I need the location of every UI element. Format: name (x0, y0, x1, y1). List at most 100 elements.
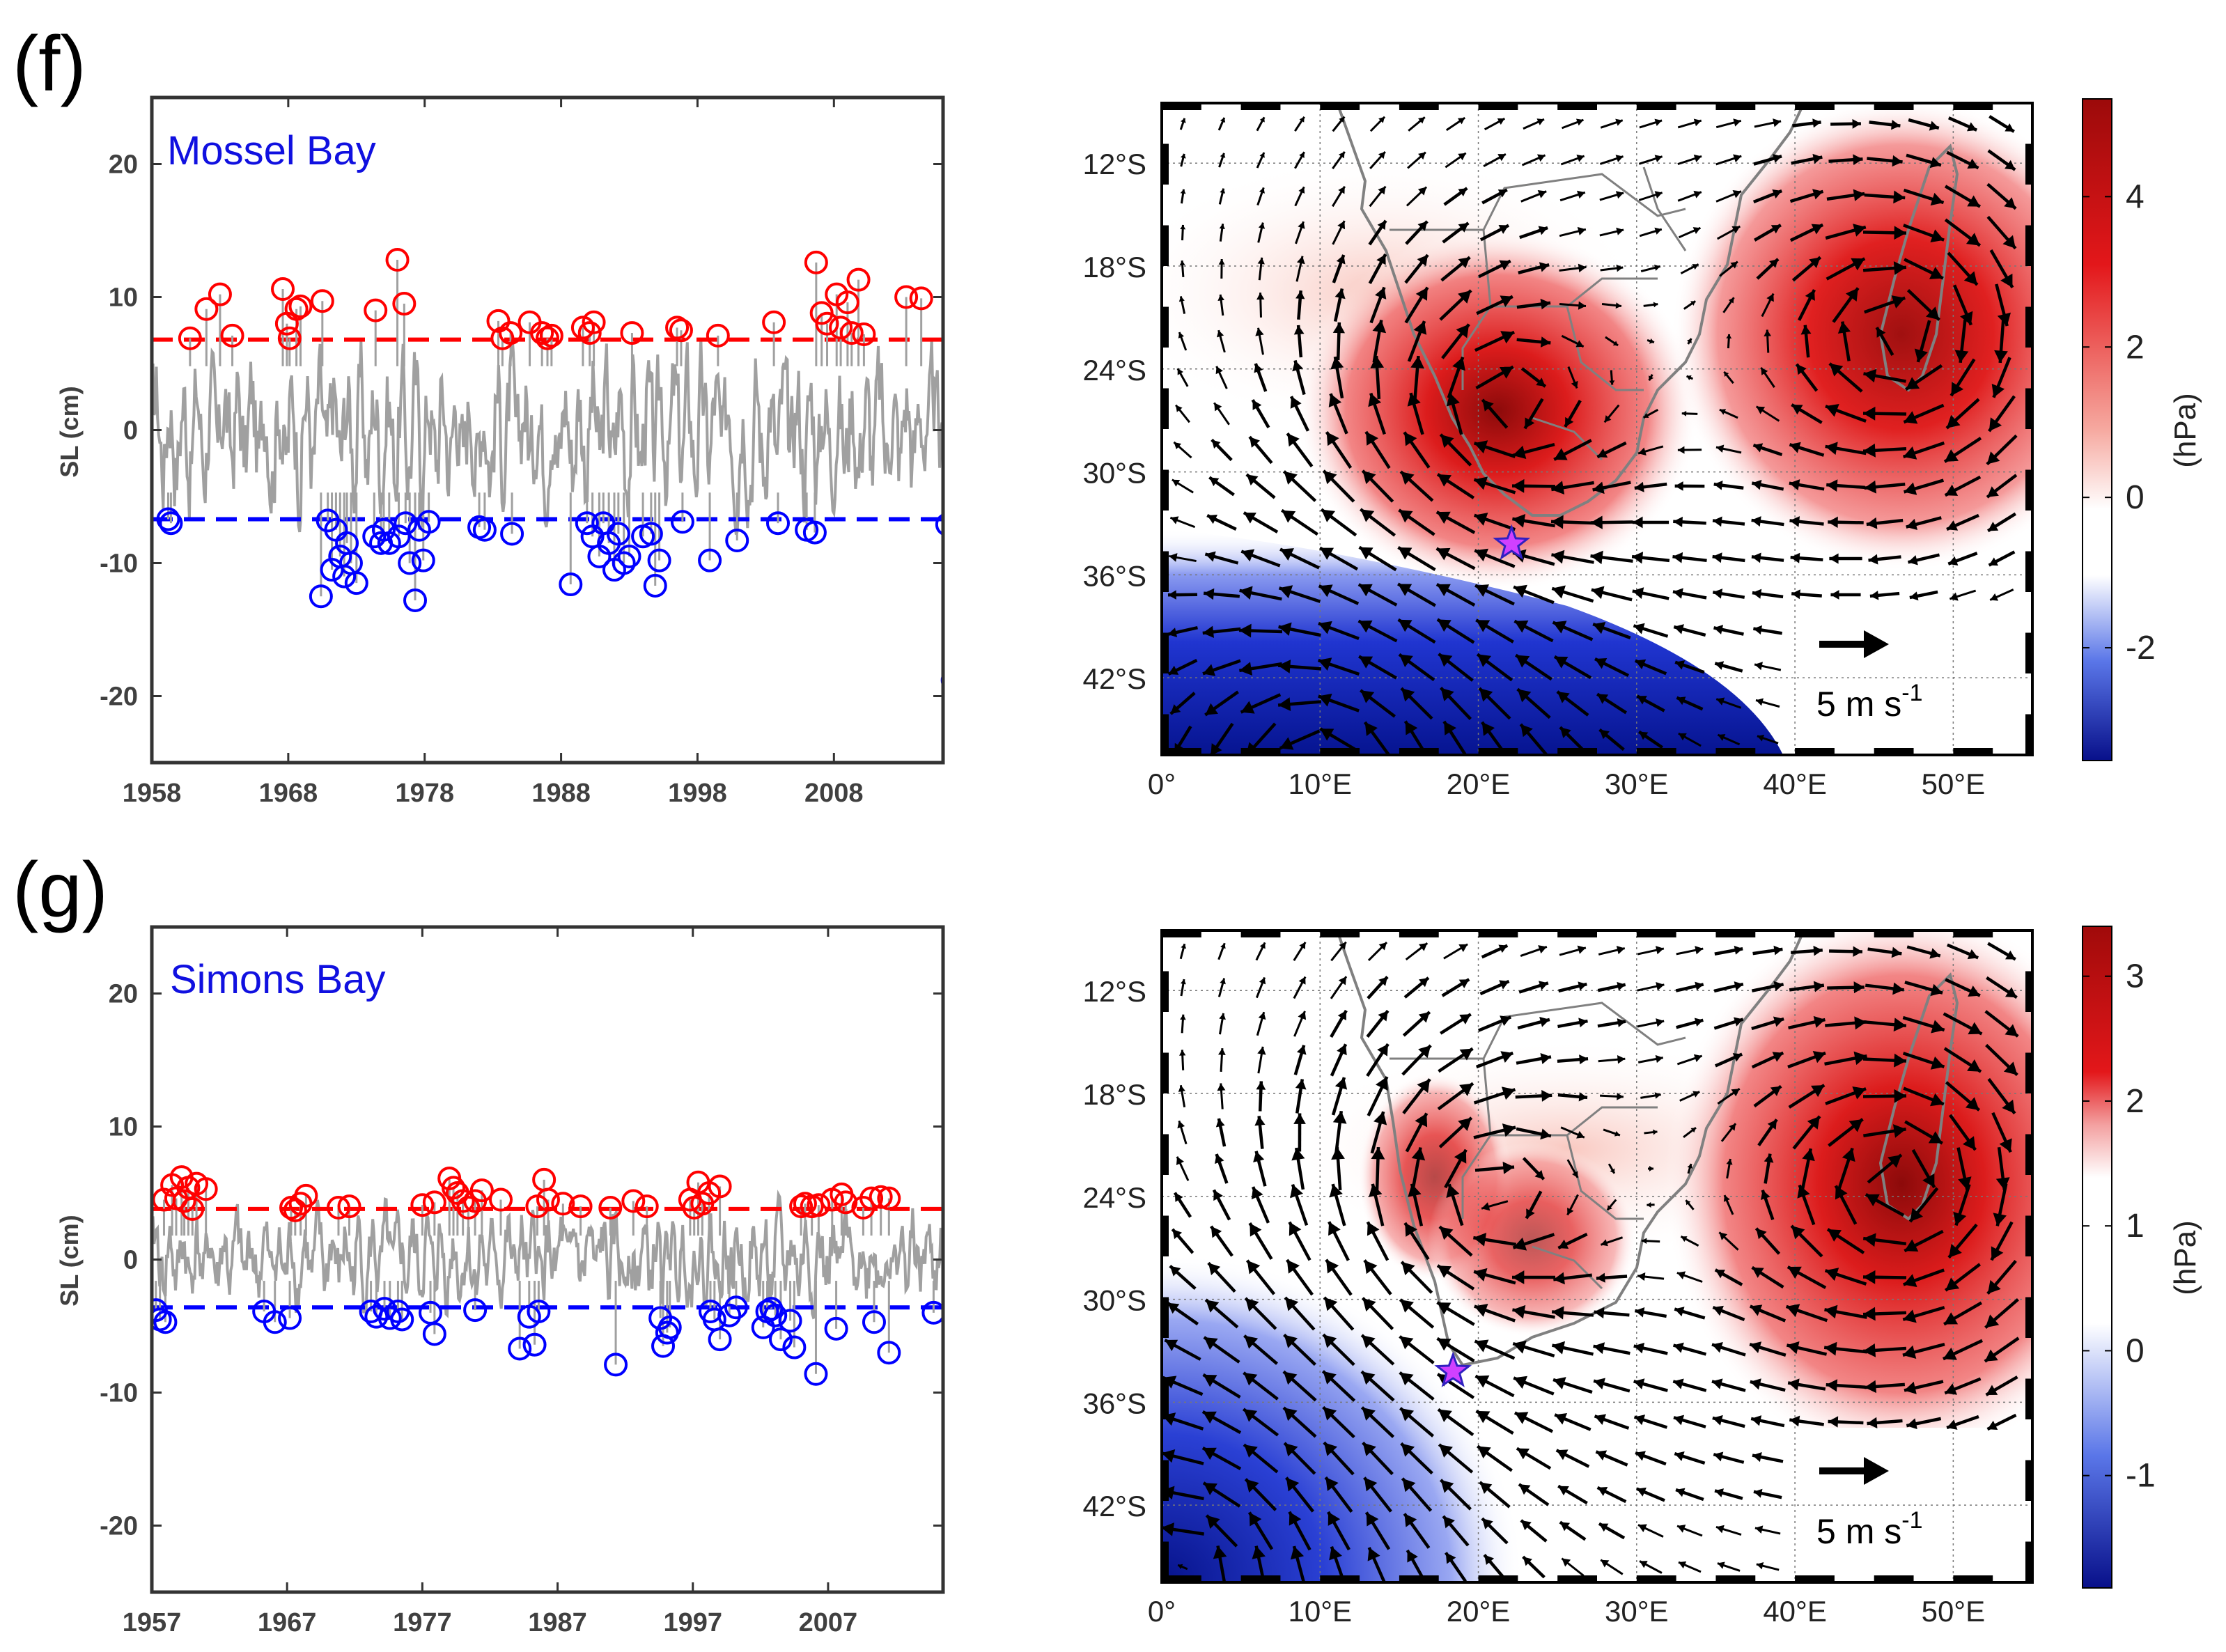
lat-tick-label: 12°S (1082, 148, 1146, 180)
lon-tick-label: 30°E (1605, 1595, 1669, 1628)
wind-arrowhead (1609, 380, 1615, 385)
wind-arrowhead (1328, 1511, 1341, 1526)
frame-segment (1478, 929, 1518, 937)
wind-arrowhead (1891, 946, 1902, 958)
lat-tick-label: 36°S (1082, 559, 1146, 592)
wind-arrowhead (1637, 696, 1647, 705)
wind-arrowhead (1334, 1077, 1348, 1090)
wind-arrowhead (1805, 290, 1815, 301)
wind-arrowhead (1796, 364, 1807, 375)
wind-arrowhead (1321, 509, 1335, 522)
wind-arrowhead (1358, 584, 1373, 597)
frame-segment (1478, 1575, 1518, 1584)
wind-arrowhead (1837, 321, 1851, 334)
frame-segment (1160, 1541, 1169, 1582)
wind-arrowhead (1252, 1545, 1266, 1559)
frame-segment (1162, 929, 1201, 937)
wind-arrowhead (1757, 734, 1765, 742)
wind-arrowhead (1752, 1451, 1762, 1463)
extreme-point (894, 285, 919, 309)
wind-arrowhead (1930, 1093, 1944, 1107)
wind-arrowhead (1299, 152, 1305, 158)
wind-arrowhead (1290, 1184, 1303, 1199)
wind-arrowhead (1567, 1207, 1574, 1215)
wind-arrowhead (1985, 1314, 2000, 1328)
wind-arrowhead (1730, 261, 1738, 269)
wind-arrowhead (1986, 451, 2000, 465)
wind-arrowhead (1167, 1302, 1180, 1314)
wind-arrowhead (1893, 261, 1906, 275)
wind-arrowhead (1813, 945, 1823, 956)
wind-arrowhead (1518, 1484, 1531, 1495)
wind-arrowhead (1723, 1195, 1730, 1202)
wind-arrowhead (1813, 1015, 1826, 1028)
frame-segment (1795, 748, 1835, 756)
wind-arrowhead (1853, 946, 1862, 957)
wind-arrowhead (1445, 1552, 1456, 1564)
frame-segment (1160, 632, 1169, 673)
wind-arrowhead (1695, 946, 1704, 955)
wind-arrowhead (1825, 1268, 1839, 1281)
wind-arrowhead (1320, 547, 1334, 560)
wind-arrowhead (1753, 443, 1764, 453)
wind-arrowhead (1512, 478, 1525, 493)
wind-arrowhead (1526, 1208, 1535, 1219)
wind-arrowhead (1863, 406, 1876, 421)
wind-arrowhead (1835, 1185, 1848, 1200)
wind-arrowhead (1370, 356, 1385, 368)
wind-arrowhead (1653, 265, 1660, 271)
frame-segment (1953, 929, 1993, 937)
colorbar-tick-label: -2 (2126, 630, 2156, 667)
extreme-point (789, 1194, 814, 1219)
frame-segment (2025, 469, 2034, 511)
frame-segment (2025, 1460, 2034, 1501)
wind-arrowhead (1213, 1190, 1223, 1201)
wind-arrowhead (1512, 1304, 1526, 1319)
wind-arrowhead (1375, 1077, 1388, 1091)
wind-arrowhead (1540, 1053, 1551, 1064)
wind-arrowhead (1733, 118, 1741, 127)
wind-arrowhead (1614, 1130, 1620, 1137)
wind-arrowhead (1865, 1380, 1877, 1394)
wind-arrowhead (1756, 1562, 1764, 1570)
wind-arrowhead (1208, 1263, 1221, 1276)
frame-segment (2025, 971, 2034, 1012)
wind-arrowhead (1479, 1482, 1493, 1494)
wind-arrowhead (1571, 1171, 1578, 1178)
frame-segment (1795, 1575, 1835, 1584)
extreme-point (451, 1189, 475, 1213)
frame-segment (1636, 748, 1676, 756)
wind-arrowhead (1649, 338, 1654, 344)
wind-arrowhead (1474, 1339, 1489, 1353)
wind-arrowhead (1209, 477, 1220, 487)
extreme-point (604, 1353, 628, 1377)
wind-arrowhead (1457, 118, 1465, 125)
wind-arrowhead (1787, 1341, 1800, 1355)
wind-arrowhead (1636, 1487, 1647, 1497)
wind-arrowhead (1257, 1046, 1266, 1055)
extreme-point (708, 1327, 732, 1352)
wind-arrowhead (1280, 548, 1295, 561)
wind-arrowhead (1863, 368, 1877, 383)
extreme-point (469, 1178, 494, 1203)
colorbar-tick-label: -1 (2126, 1458, 2156, 1495)
wind-arrowhead (1673, 1415, 1685, 1426)
wind-arrowhead (1256, 1081, 1266, 1090)
map-tick-labels: 12°S 18°S 24°S 30°S 36°S 42°S 0° 10°E 20°E 30°E 40… (1082, 102, 2034, 800)
wind-arrowhead (1770, 225, 1781, 234)
wind-arrowhead (1178, 1564, 1183, 1570)
extreme-point (725, 529, 749, 553)
extreme-point (670, 510, 694, 534)
africa-coastline (1336, 930, 1805, 1367)
y-axis-ticks: 20 10 0 -10 -20 (100, 150, 943, 712)
wind-arrowhead (1220, 943, 1226, 949)
extreme-point (472, 517, 497, 542)
wind-arrowhead (1220, 153, 1226, 158)
wind-arrowhead (1240, 701, 1255, 714)
wind-arrowhead (1512, 514, 1526, 528)
station-name: Simons Bay (170, 957, 385, 1002)
wind-arrowhead (1328, 393, 1342, 408)
wind-arrowhead (1174, 1192, 1183, 1202)
wind-arrowhead (1500, 1051, 1513, 1063)
wind-arrowhead (1891, 119, 1901, 130)
